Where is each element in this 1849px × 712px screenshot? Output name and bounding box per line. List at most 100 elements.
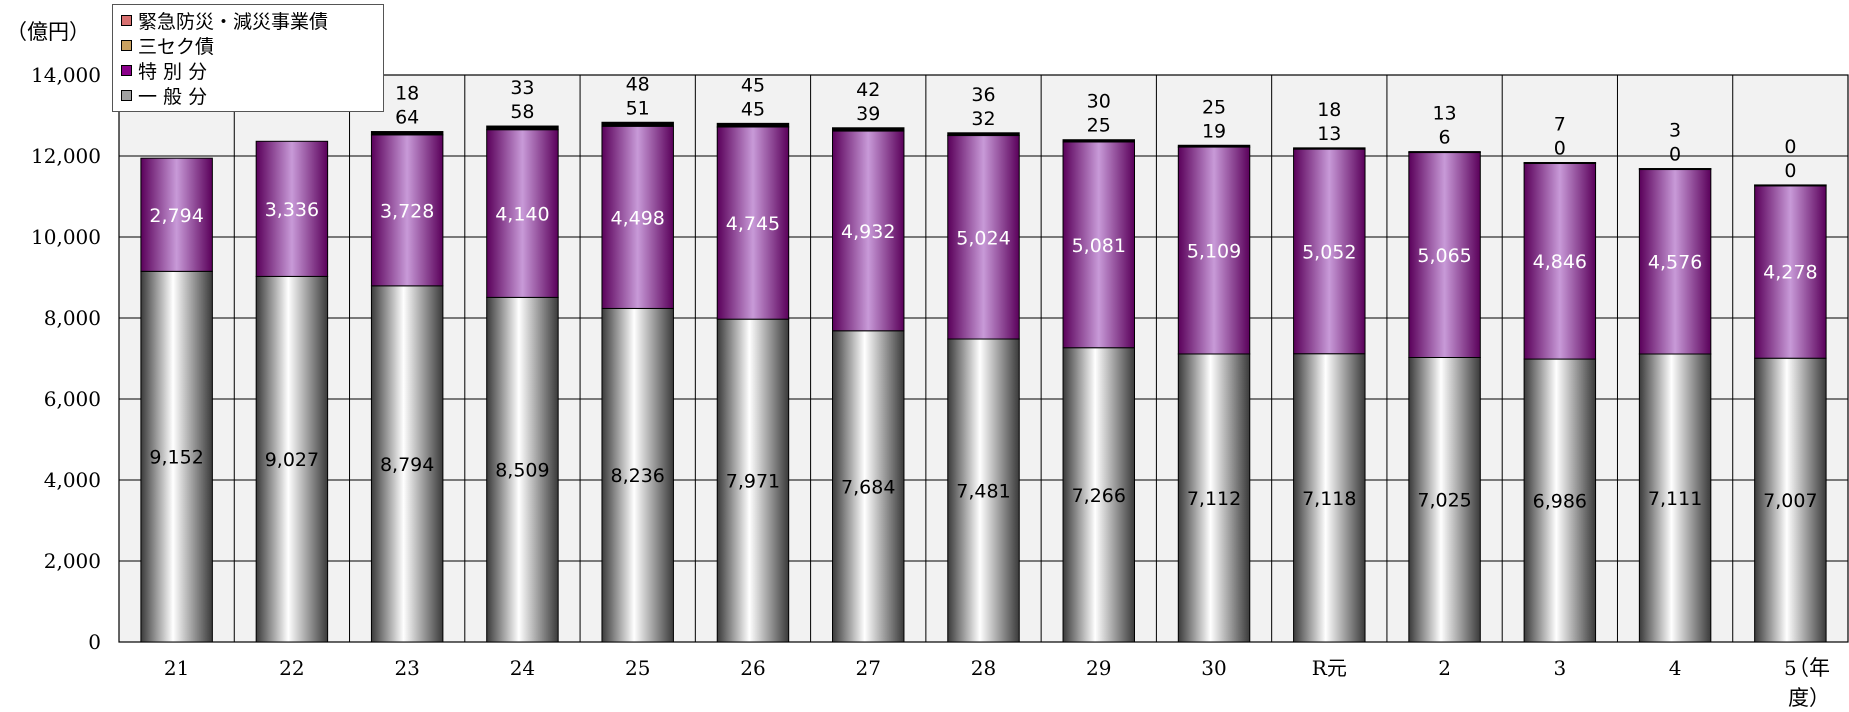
legend-label: 緊急防災・減災事業債	[138, 11, 329, 33]
data-label-general: 9,152	[149, 447, 203, 469]
y-tick-label: 14,000	[31, 63, 101, 87]
bar-third-sector-and-disaster	[947, 132, 1020, 137]
y-tick-label: 2,000	[44, 549, 101, 573]
data-label-disaster: 0	[1784, 136, 1796, 158]
stacked-bar-chart: 02,0004,0006,0008,00010,00012,00014,000 …	[31, 63, 1849, 679]
legend-label: 一 般 分	[138, 86, 208, 108]
bar-general	[832, 330, 905, 643]
data-label-general: 7,007	[1763, 490, 1817, 512]
bar-third-sector-and-disaster	[832, 127, 905, 132]
legend-swatch	[121, 90, 132, 101]
bar-special	[140, 157, 213, 272]
data-label-disaster: 48	[626, 73, 650, 95]
data-label-general: 7,118	[1302, 488, 1356, 510]
data-label-general: 7,481	[956, 481, 1010, 503]
bar-general	[1293, 353, 1366, 643]
data-label-third-sector: 0	[1784, 160, 1796, 182]
bar-special	[1523, 162, 1597, 360]
data-label-third-sector: 25	[1087, 115, 1111, 137]
data-label-general: 7,684	[841, 476, 895, 498]
bar-special	[1177, 146, 1251, 355]
x-tick-label: 24	[510, 656, 535, 679]
data-label-disaster: 30	[1087, 91, 1111, 113]
data-label-third-sector: 0	[1554, 138, 1566, 160]
bar-general	[947, 338, 1020, 643]
y-axis-ticks: 0 2,000 4,000 6,000 8,000 10,000 12,000 14,000	[31, 63, 101, 654]
bar-special	[1293, 148, 1366, 355]
bar-general	[601, 307, 674, 643]
data-label-third-sector: 45	[741, 98, 765, 120]
bar-third-sector-and-disaster	[1408, 151, 1481, 154]
data-label-special: 4,498	[610, 207, 664, 229]
data-label-special: 4,846	[1533, 251, 1587, 273]
bar-special	[1638, 168, 1712, 355]
x-tick-label: 2	[1438, 656, 1451, 679]
y-tick-label: 10,000	[31, 225, 101, 249]
x-unit-label: （年度）	[1788, 656, 1830, 710]
bar-general	[140, 270, 213, 643]
bar-special	[486, 129, 559, 298]
data-label-special: 5,052	[1302, 241, 1356, 263]
x-tick-label: 22	[279, 656, 304, 679]
y-tick-label: 0	[88, 630, 101, 654]
x-tick-label: 5	[1784, 656, 1797, 679]
bars: 9,1522,7949,0273,3368,7943,72864188,5094…	[140, 73, 1827, 643]
bar-third-sector-and-disaster	[716, 122, 790, 128]
data-label-disaster: 33	[510, 77, 534, 99]
x-tick-label: 25	[625, 656, 650, 679]
x-tick-label: 28	[971, 656, 996, 679]
bar-third-sector-and-disaster	[1638, 168, 1712, 171]
x-tick-label: 30	[1201, 656, 1226, 679]
legend-item-third-sector: 三セク債	[121, 33, 375, 58]
data-label-general: 8,794	[380, 454, 434, 476]
data-label-disaster: 7	[1554, 114, 1566, 136]
legend-swatch	[121, 65, 132, 76]
data-label-special: 5,065	[1417, 245, 1471, 267]
data-label-third-sector: 51	[626, 97, 650, 119]
bar-third-sector-and-disaster	[601, 121, 674, 127]
x-axis-ticks: 21 22 23 24 25 26 27 28 29 30 R元 2 3 4 5	[164, 656, 1797, 679]
bar-general	[1523, 358, 1597, 643]
y-tick-label: 12,000	[31, 144, 101, 168]
legend-item-special: 特 別 分	[121, 58, 375, 83]
x-tick-label: 3	[1553, 656, 1566, 679]
data-label-disaster: 13	[1432, 103, 1456, 125]
data-label-disaster: 42	[856, 79, 880, 101]
bar-special	[1062, 141, 1135, 349]
legend-item-general: 一 般 分	[121, 83, 375, 108]
bar-general	[1754, 357, 1827, 643]
data-label-third-sector: 58	[510, 101, 534, 123]
bar-general	[1062, 347, 1135, 643]
data-label-special: 3,728	[380, 200, 434, 222]
legend-swatch	[121, 15, 132, 26]
bar-special	[601, 125, 674, 309]
bar-special	[1754, 184, 1827, 359]
bar-special	[1408, 151, 1481, 358]
data-label-disaster: 36	[971, 84, 995, 106]
data-label-disaster: 45	[741, 74, 765, 96]
bar-third-sector-and-disaster	[370, 131, 444, 136]
bar-general	[486, 296, 559, 643]
legend-label: 特 別 分	[138, 61, 208, 83]
data-label-general: 7,112	[1187, 488, 1241, 510]
data-label-third-sector: 6	[1439, 127, 1451, 149]
bar-special	[716, 126, 790, 320]
data-label-third-sector: 32	[971, 108, 995, 130]
bar-special	[255, 140, 329, 277]
bar-general	[1177, 353, 1251, 643]
y-unit-label: （億円）	[6, 20, 90, 44]
x-tick-label: R元	[1312, 656, 1347, 679]
bar-third-sector-and-disaster	[1293, 147, 1366, 150]
x-tick-label: 23	[394, 656, 419, 679]
legend: 緊急防災・減災事業債 三セク債 特 別 分 一 般 分	[112, 4, 384, 112]
data-label-third-sector: 39	[856, 103, 880, 125]
bar-third-sector-and-disaster	[1523, 162, 1597, 165]
data-label-general: 7,111	[1648, 488, 1702, 510]
bar-general	[255, 275, 329, 643]
data-label-special: 3,336	[265, 199, 319, 221]
bar-general	[716, 318, 790, 643]
x-tick-label: 21	[164, 656, 189, 679]
legend-swatch	[121, 40, 132, 51]
x-tick-label: 29	[1086, 656, 1111, 679]
data-label-special: 5,109	[1187, 241, 1241, 263]
